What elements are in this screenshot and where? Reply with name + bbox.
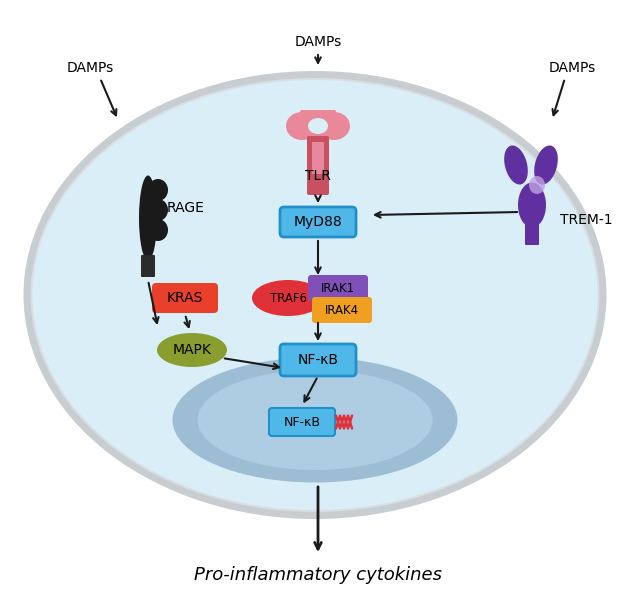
Text: NF-κB: NF-κB [284, 415, 321, 428]
Ellipse shape [518, 183, 546, 227]
Ellipse shape [24, 71, 606, 519]
FancyBboxPatch shape [308, 275, 368, 301]
Text: MAPK: MAPK [173, 343, 212, 357]
Ellipse shape [318, 112, 350, 140]
Ellipse shape [252, 280, 324, 316]
Ellipse shape [173, 358, 458, 483]
Ellipse shape [504, 145, 528, 184]
Text: DAMPs: DAMPs [295, 35, 342, 49]
FancyBboxPatch shape [525, 223, 539, 245]
Ellipse shape [31, 78, 599, 512]
Ellipse shape [33, 80, 597, 510]
Ellipse shape [197, 370, 433, 470]
FancyBboxPatch shape [141, 255, 155, 277]
FancyBboxPatch shape [280, 344, 356, 376]
FancyBboxPatch shape [280, 207, 356, 237]
Text: DAMPs: DAMPs [548, 61, 596, 75]
Text: RAGE: RAGE [167, 201, 205, 215]
Ellipse shape [148, 179, 168, 201]
Ellipse shape [529, 176, 545, 194]
Ellipse shape [148, 219, 168, 241]
Ellipse shape [139, 176, 157, 261]
Text: TRAF6: TRAF6 [270, 292, 307, 305]
Text: NF-κB: NF-κB [298, 353, 339, 367]
FancyBboxPatch shape [300, 110, 336, 138]
FancyBboxPatch shape [152, 283, 218, 313]
Text: Pro-inflammatory cytokines: Pro-inflammatory cytokines [194, 566, 442, 584]
Text: TLR: TLR [305, 169, 331, 183]
Text: TREM-1: TREM-1 [560, 213, 613, 227]
Text: KRAS: KRAS [167, 291, 203, 305]
Text: MyD88: MyD88 [294, 215, 343, 229]
Ellipse shape [534, 145, 558, 184]
Text: IRAK1: IRAK1 [321, 281, 355, 295]
FancyBboxPatch shape [269, 408, 335, 436]
FancyBboxPatch shape [307, 136, 329, 195]
Ellipse shape [148, 199, 168, 221]
FancyBboxPatch shape [312, 297, 372, 323]
Text: IRAK4: IRAK4 [325, 303, 359, 317]
Text: DAMPs: DAMPs [66, 61, 114, 75]
FancyBboxPatch shape [312, 142, 324, 174]
Ellipse shape [308, 118, 328, 134]
Ellipse shape [286, 112, 318, 140]
Ellipse shape [157, 333, 227, 367]
